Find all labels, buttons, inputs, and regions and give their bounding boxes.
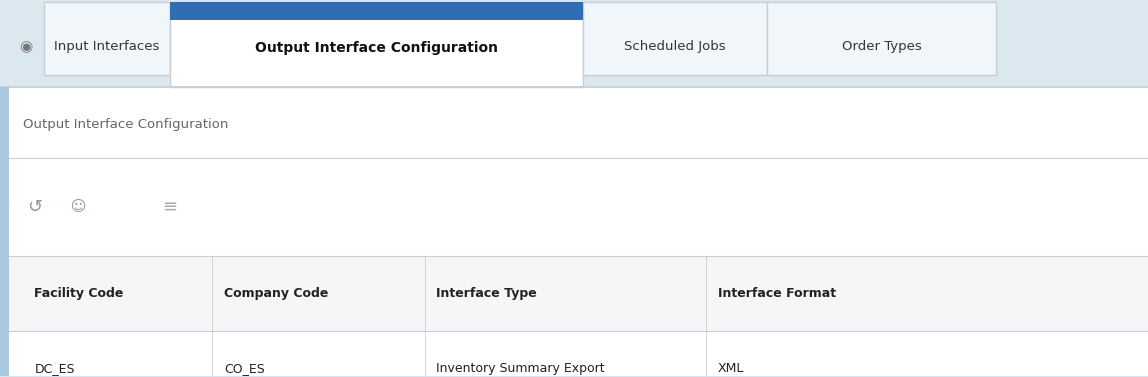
Bar <box>170 2 583 87</box>
Text: Facility Code: Facility Code <box>34 287 124 300</box>
Text: Input Interfaces: Input Interfaces <box>54 40 160 53</box>
Text: Output Interface Configuration: Output Interface Configuration <box>23 118 228 131</box>
Text: ◉: ◉ <box>18 40 32 55</box>
Bar <box>0 87 1148 376</box>
Bar <box>0 0 1148 87</box>
Text: Company Code: Company Code <box>224 287 328 300</box>
Bar <box>583 2 767 75</box>
Text: DC_ES: DC_ES <box>34 362 75 375</box>
Bar <box>0 87 9 376</box>
Text: XML: XML <box>718 362 744 375</box>
Text: ≡: ≡ <box>162 198 178 216</box>
Bar <box>170 2 583 20</box>
Bar <box>0 256 1148 331</box>
Text: Scheduled Jobs: Scheduled Jobs <box>625 40 726 53</box>
Bar <box>44 2 170 75</box>
Text: Output Interface Configuration: Output Interface Configuration <box>255 41 498 55</box>
Bar <box>0 0 41 87</box>
Bar <box>767 2 996 75</box>
Text: ↺: ↺ <box>26 198 42 216</box>
Text: CO_ES: CO_ES <box>224 362 264 375</box>
Text: Order Types: Order Types <box>841 40 922 53</box>
Text: Interface Type: Interface Type <box>436 287 537 300</box>
Text: Inventory Summary Export: Inventory Summary Export <box>436 362 605 375</box>
Text: Interface Format: Interface Format <box>718 287 836 300</box>
Text: ☺: ☺ <box>63 199 86 215</box>
